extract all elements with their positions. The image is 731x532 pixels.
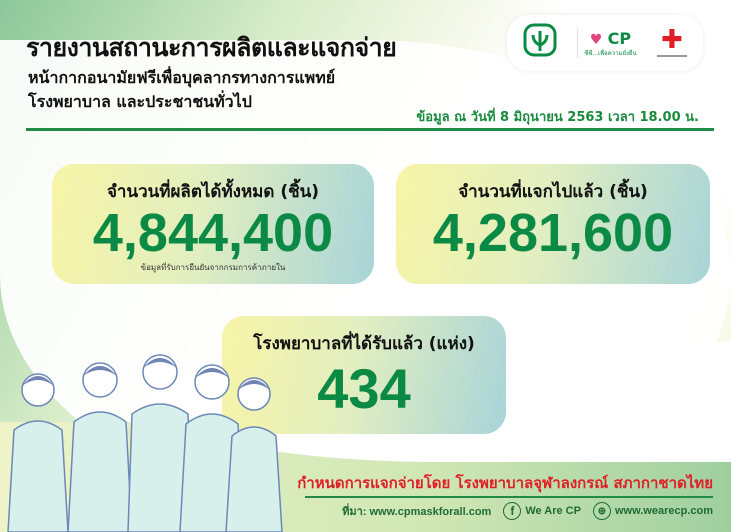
website-label: www.wearecp.com	[614, 505, 713, 517]
footer-links: ที่มา: www.cpmaskforall.com f We Are CP …	[342, 502, 713, 520]
globe-icon: ⊕	[592, 502, 611, 520]
stat-note: ข้อมูลที่รับการยืนยันจากกรมการค้าภายใน	[140, 263, 286, 272]
source-label: ที่มา: www.cpmaskforall.com	[342, 506, 492, 518]
nurse-figure	[7, 373, 69, 532]
nurse-figure	[67, 362, 133, 532]
distribution-note: กำหนดการแจกจ่ายโดย โรงพยาบาลจุฬาลงกรณ์ ส…	[297, 474, 713, 492]
stat-label: จำนวนที่ผลิตได้ทั้งหมด (ชิ้น)	[106, 182, 320, 202]
cp-mark: CP	[607, 28, 632, 48]
stat-label: จำนวนที่แจกไปแล้ว (ชิ้น)	[458, 182, 648, 202]
header-divider	[26, 128, 714, 131]
partner-logos: ♥ CP ซีพี...เพื่อความยั่งยืน ✚	[507, 15, 703, 71]
facebook-label: We Are CP	[525, 505, 581, 517]
page-title: รายงานสถานะการผลิตและแจกจ่าย	[26, 33, 397, 62]
stat-card-hospitals: โรงพยาบาลที่ได้รับแล้ว (แห่ง) 434	[222, 316, 506, 434]
facebook-link[interactable]: f We Are CP	[503, 502, 581, 520]
nurse-figure	[225, 377, 283, 532]
stat-value: 4,844,400	[92, 203, 334, 263]
footer-divider	[305, 496, 713, 498]
stat-card-produced: จำนวนที่ผลิตได้ทั้งหมด (ชิ้น) 4,844,400 …	[52, 164, 374, 284]
source-link[interactable]: ที่มา: www.cpmaskforall.com	[342, 502, 491, 520]
red-cross-icon: ✚	[660, 25, 683, 55]
data-date: ข้อมูล ณ วันที่ 8 มิถุนายน 2563 เวลา 18.…	[416, 110, 699, 125]
stat-card-distributed: จำนวนที่แจกไปแล้ว (ชิ้น) 4,281,600	[396, 164, 710, 284]
heart-icon: ♥	[589, 31, 603, 48]
stat-label: โรงพยาบาลที่ได้รับแล้ว (แห่ง)	[253, 334, 475, 354]
stat-value: 434	[317, 357, 411, 420]
cp-tagline: ซีพี...เพื่อความยั่งยืน	[584, 49, 637, 57]
website-link[interactable]: ⊕ www.wearecp.com	[592, 502, 713, 520]
facebook-icon: f	[503, 502, 522, 520]
cp-sustainability-logo: ♥ CP ซีพี...เพื่อความยั่งยืน	[577, 28, 637, 58]
stat-value: 4,281,600	[432, 203, 674, 263]
subtitle-line2: โรงพยาบาล และประชาชนทั่วไป	[28, 92, 252, 111]
medical-staff-illustration	[7, 354, 283, 532]
red-cross-logo: ✚	[656, 27, 687, 57]
cp-group-logo-icon	[523, 23, 557, 57]
subtitle-line1: หน้ากากอนามัยฟรีเพื่อบุคลากรทางการแพทย์	[28, 68, 336, 87]
